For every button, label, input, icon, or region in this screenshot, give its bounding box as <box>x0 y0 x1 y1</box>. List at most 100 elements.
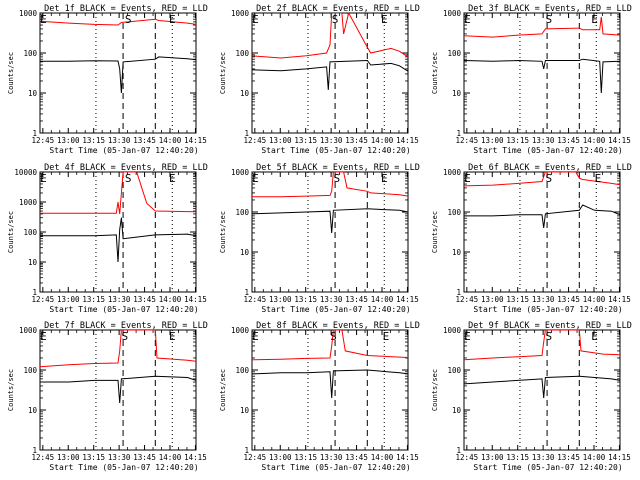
y-tick-label: 1000 <box>443 168 462 177</box>
x-tick-label: 13:15 <box>82 453 105 462</box>
y-tick-label: 100 <box>447 49 461 58</box>
x-tick-label: 13:45 <box>133 295 156 304</box>
x-axis-label: Start Time (05-Jan-07 12:40:20) <box>261 463 410 472</box>
y-tick-label: 10000 <box>14 168 37 177</box>
x-axis-label: Start Time (05-Jan-07 12:40:20) <box>49 463 198 472</box>
marker-s: S <box>545 13 552 26</box>
y-tick-label: 10 <box>240 248 250 257</box>
y-tick-label: 1000 <box>443 326 462 335</box>
plot-frame <box>251 12 409 134</box>
y-axis-label: Counts/sec <box>431 52 439 94</box>
chart-title: Det 5f BLACK = Events, RED = LLD <box>256 163 420 173</box>
x-tick-label: 13:45 <box>557 136 580 145</box>
marker-s: S <box>333 172 340 185</box>
marker-e: E <box>464 172 471 185</box>
x-tick-label: 13:00 <box>269 295 292 304</box>
x-tick-label: 13:15 <box>82 295 105 304</box>
panel-4: Det 4f BLACK = Events, RED = LLD 1 10 100 10… <box>7 163 208 314</box>
y-tick-label: 1000 <box>231 326 250 335</box>
x-tick-label: 13:45 <box>345 295 368 304</box>
series-events-line <box>40 217 196 263</box>
y-tick-label: 1 <box>456 129 461 138</box>
chart-title: Det 7f BLACK = Events, RED = LLD <box>44 321 208 331</box>
y-axis-label: Counts/sec <box>431 211 439 253</box>
x-tick-label: 13:30 <box>320 453 343 462</box>
x-tick-label: 12:45 <box>456 453 479 462</box>
chart-title: Det 8f BLACK = Events, RED = LLD <box>256 321 420 331</box>
plot-frame <box>251 329 409 451</box>
x-tick-label: 13:45 <box>133 136 156 145</box>
x-tick-label: 14:15 <box>184 136 207 145</box>
x-tick-label: 12:45 <box>456 136 479 145</box>
series-events-line <box>252 59 408 90</box>
series-events-line <box>464 375 620 399</box>
x-tick-label: 14:00 <box>583 295 606 304</box>
marker-e: E <box>252 330 259 343</box>
panel-3: Det 3f BLACK = Events, RED = LLD 1 10 100 10… <box>431 4 632 155</box>
series-events-line <box>252 369 408 399</box>
x-axis-label: Start Time (05-Jan-07 12:40:20) <box>49 146 198 155</box>
x-tick-label: 14:15 <box>608 453 631 462</box>
series-lld-line <box>464 330 620 361</box>
y-tick-label: 1 <box>244 446 249 455</box>
chart-title: Det 1f BLACK = Events, RED = LLD <box>44 4 208 14</box>
plot-frame <box>251 171 409 293</box>
x-tick-label: 12:45 <box>244 453 267 462</box>
y-tick-label: 10 <box>28 406 38 415</box>
marker-s: S <box>121 330 128 343</box>
x-tick-label: 13:15 <box>506 453 529 462</box>
x-tick-label: 12:45 <box>244 295 267 304</box>
y-tick-label: 1000 <box>443 9 462 18</box>
x-axis-label: Start Time (05-Jan-07 12:40:20) <box>473 305 622 314</box>
x-tick-label: 13:30 <box>320 295 343 304</box>
series-lld-line <box>464 172 620 187</box>
x-tick-label: 13:45 <box>345 136 368 145</box>
y-tick-label: 100 <box>447 366 461 375</box>
plot-frame <box>39 12 197 134</box>
marker-s: S <box>125 172 132 185</box>
x-tick-label: 14:00 <box>371 453 394 462</box>
plot-frame <box>39 329 197 451</box>
x-axis-label: Start Time (05-Jan-07 12:40:20) <box>473 146 622 155</box>
y-tick-label: 1000 <box>19 9 38 18</box>
marker-e: E <box>381 172 388 185</box>
x-tick-label: 13:45 <box>557 295 580 304</box>
y-tick-label: 1000 <box>231 9 250 18</box>
y-axis-label: Counts/sec <box>7 52 15 94</box>
x-tick-label: 13:15 <box>294 136 317 145</box>
x-tick-label: 13:00 <box>481 453 504 462</box>
panel-8: Det 8f BLACK = Events, RED = LLD 1 10 100 10… <box>219 321 420 472</box>
x-tick-label: 14:15 <box>608 295 631 304</box>
series-events-line <box>40 56 196 94</box>
y-axis-label: Counts/sec <box>219 369 227 411</box>
x-tick-label: 13:30 <box>532 453 555 462</box>
marker-e: E <box>40 13 47 26</box>
panel-7: Det 7f BLACK = Events, RED = LLD 1 10 100 10… <box>7 321 208 472</box>
y-tick-label: 100 <box>235 49 249 58</box>
chart-title: Det 3f BLACK = Events, RED = LLD <box>468 4 632 14</box>
x-tick-label: 12:45 <box>32 295 55 304</box>
panel-1: Det 1f BLACK = Events, RED = LLD 1 10 100 10… <box>7 4 208 155</box>
x-axis-label: Start Time (05-Jan-07 12:40:20) <box>49 305 198 314</box>
x-tick-label: 12:45 <box>456 295 479 304</box>
x-tick-label: 13:30 <box>320 136 343 145</box>
x-tick-label: 13:15 <box>506 136 529 145</box>
series-lld-line <box>464 16 620 38</box>
chart-title: Det 6f BLACK = Events, RED = LLD <box>468 163 632 173</box>
x-tick-label: 14:00 <box>583 453 606 462</box>
x-axis-label: Start Time (05-Jan-07 12:40:20) <box>473 463 622 472</box>
y-axis-label: Counts/sec <box>7 211 15 253</box>
x-tick-label: 14:15 <box>608 136 631 145</box>
y-tick-label: 10 <box>240 89 250 98</box>
x-tick-label: 13:00 <box>481 295 504 304</box>
x-tick-label: 13:15 <box>506 295 529 304</box>
y-tick-label: 100 <box>235 208 249 217</box>
marker-e: E <box>464 330 471 343</box>
marker-s: S <box>545 172 552 185</box>
series-events-line <box>464 204 620 228</box>
marker-s: S <box>125 13 132 26</box>
y-tick-label: 100 <box>23 228 37 237</box>
x-tick-label: 14:00 <box>371 136 394 145</box>
x-tick-label: 13:15 <box>294 453 317 462</box>
